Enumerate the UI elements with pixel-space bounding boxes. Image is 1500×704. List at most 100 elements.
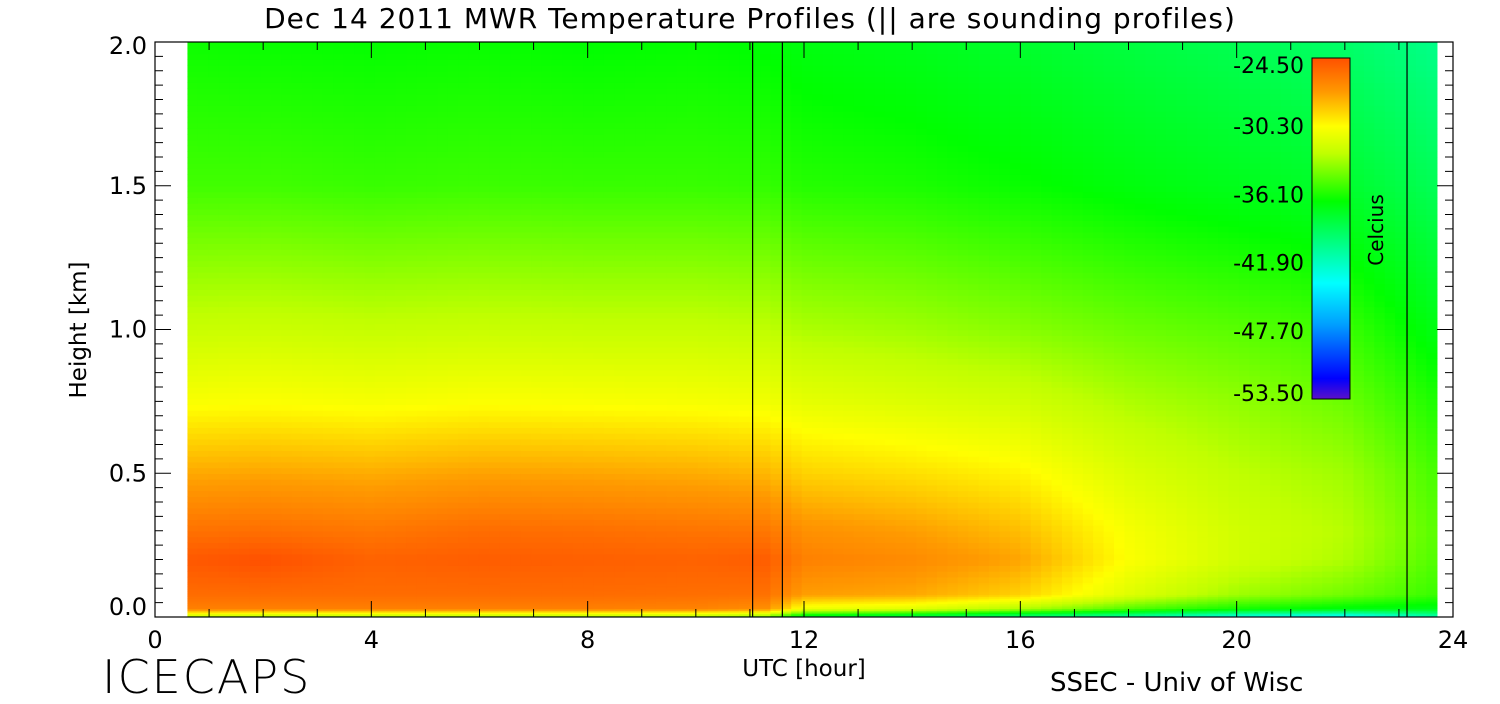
heatmap-cell [239, 381, 251, 388]
heatmap-cell [249, 548, 262, 555]
heatmap-cell [614, 467, 626, 474]
heatmap-cell [583, 300, 595, 308]
heatmap-cell [603, 289, 615, 296]
heatmap-cell [291, 571, 303, 578]
heatmap-cell [520, 369, 532, 377]
heatmap-cell [551, 47, 563, 55]
heatmap-cell [614, 139, 626, 147]
heatmap-cell [208, 180, 220, 187]
heatmap-cell [624, 180, 636, 187]
heatmap-cell [312, 254, 324, 262]
heatmap-cell [281, 461, 293, 469]
heatmap-cell [249, 599, 262, 603]
heatmap-cell [551, 168, 563, 175]
heatmap-cell [364, 415, 376, 423]
heatmap-cell [333, 208, 345, 216]
heatmap-cell [322, 427, 334, 434]
heatmap-cell [260, 594, 272, 597]
heatmap-cell [385, 604, 397, 608]
heatmap-cell [551, 151, 563, 158]
heatmap-cell [499, 162, 511, 170]
heatmap-cell [406, 99, 418, 106]
heatmap-cell [385, 450, 397, 457]
heatmap-cell [354, 479, 366, 486]
heatmap-cell [583, 260, 595, 267]
heatmap-cell [187, 467, 199, 474]
heatmap-cell [395, 93, 407, 101]
heatmap-cell [354, 272, 366, 279]
heatmap-cell [572, 180, 584, 187]
heatmap-cell [624, 134, 636, 141]
heatmap-cell [364, 421, 376, 428]
heatmap-cell [385, 473, 397, 480]
heatmap-cell [583, 507, 595, 515]
heatmap-cell [260, 157, 272, 164]
heatmap-cell [603, 220, 615, 227]
heatmap-cell [312, 208, 324, 216]
heatmap-cell [562, 542, 574, 549]
heatmap-cell [354, 329, 366, 336]
heatmap-cell [343, 111, 355, 118]
heatmap-cell [385, 266, 397, 273]
heatmap-cell [406, 197, 418, 204]
heatmap-cell [208, 272, 220, 279]
heatmap-cell [218, 335, 230, 342]
heatmap-cell [322, 559, 334, 566]
heatmap-cell [395, 427, 407, 434]
heatmap-cell [541, 559, 553, 566]
heatmap-cell [333, 231, 345, 239]
heatmap-cell [406, 93, 418, 101]
heatmap-cell [593, 323, 605, 331]
heatmap-cell [458, 358, 470, 365]
heatmap-cell [551, 76, 563, 83]
heatmap-cell [458, 438, 470, 446]
heatmap-cell [197, 358, 209, 365]
heatmap-cell [458, 231, 470, 239]
heatmap-cell [426, 180, 439, 187]
heatmap-cell [333, 594, 345, 597]
heatmap-cell [364, 65, 376, 72]
heatmap-cell [624, 591, 636, 594]
heatmap-cell [291, 203, 303, 210]
heatmap-cell [489, 513, 501, 520]
heatmap-cell [239, 479, 251, 486]
heatmap-cell [374, 289, 386, 296]
heatmap-cell [385, 300, 397, 308]
heatmap-cell [603, 467, 615, 474]
heatmap-cell [229, 589, 241, 592]
heatmap-cell [562, 410, 574, 417]
heatmap-cell [208, 592, 220, 596]
heatmap-cell [541, 596, 553, 599]
heatmap-cell [520, 381, 532, 388]
heatmap-cell [322, 502, 334, 509]
heatmap-cell [562, 243, 574, 250]
heatmap-cell [385, 335, 397, 342]
heatmap-cell [374, 185, 386, 193]
heatmap-cell [603, 226, 615, 233]
heatmap-cell [385, 603, 397, 606]
heatmap-cell [333, 111, 345, 118]
heatmap-cell [551, 415, 563, 423]
heatmap-cell [343, 438, 355, 446]
heatmap-cell [197, 111, 209, 118]
heatmap-cell [385, 387, 397, 394]
heatmap-cell [635, 571, 647, 578]
heatmap-cell [437, 329, 449, 336]
heatmap-cell [416, 592, 428, 596]
heatmap-cell [437, 116, 449, 124]
heatmap-cell [510, 122, 522, 129]
heatmap-cell [260, 289, 272, 296]
heatmap-cell [541, 145, 553, 152]
heatmap-cell [187, 450, 199, 457]
heatmap-cell [187, 47, 199, 55]
heatmap-cell [499, 615, 511, 617]
heatmap-cell [458, 576, 470, 584]
heatmap-cell [374, 507, 386, 515]
heatmap-cell [270, 404, 282, 411]
heatmap-cell [406, 598, 418, 601]
heatmap-cell [437, 613, 449, 616]
heatmap-cell [343, 410, 355, 417]
heatmap-cell [395, 467, 407, 474]
heatmap-cell [447, 237, 459, 244]
heatmap-cell [395, 260, 407, 267]
